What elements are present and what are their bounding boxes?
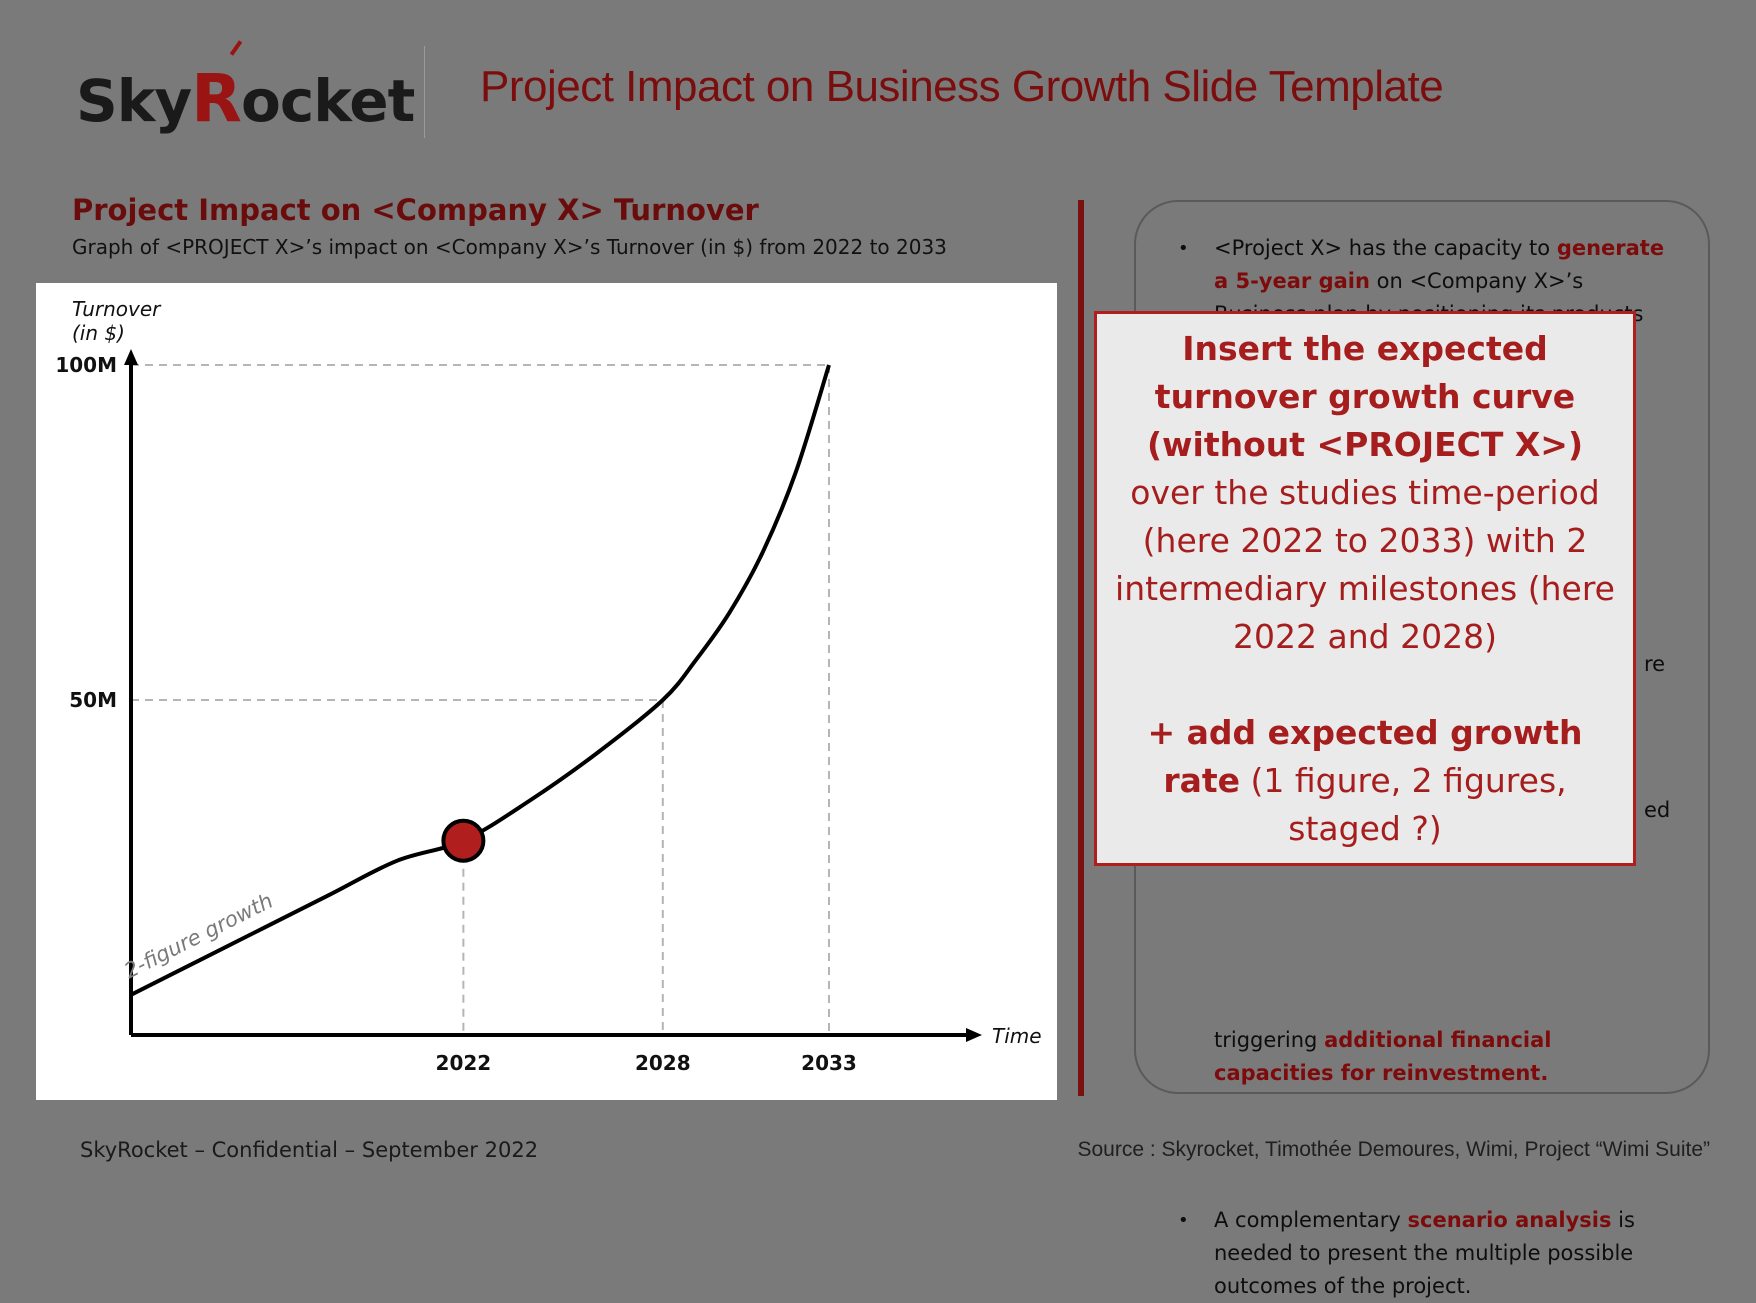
chart-panel: Turnover (in $) Time 100M 50M 2022 2028 2033… (36, 283, 1057, 1100)
x-tick-label: 2022 (436, 1051, 492, 1075)
bullet-item: • A complementary scenario analysis is n… (1178, 1208, 1635, 1298)
skyrocket-logo: SkyRocket (76, 40, 415, 142)
callout-text: over the studies time-period (here 2022 … (1115, 472, 1615, 656)
y-tick-label: 100M (55, 353, 117, 377)
milestone-marker-2022 (441, 818, 486, 863)
y-axis-label-line2: (in $) (72, 321, 125, 345)
turnover-chart: Turnover (in $) Time 100M 50M 2022 2028 2033… (55, 297, 1042, 1075)
footer-confidential: SkyRocket – Confidential – September 202… (80, 1138, 539, 1162)
slide-title: Project Impact on Business Growth Slide … (480, 62, 1444, 111)
footer-source: Source : Skyrocket, Timothée Demoures, W… (1077, 1138, 1711, 1161)
header-divider (424, 46, 425, 138)
x-axis-arrow (966, 1028, 982, 1042)
callout-bold-text: Insert the expected turnover growth curv… (1146, 328, 1584, 464)
instruction-callout: Insert the expected turnover growth curv… (1094, 311, 1636, 866)
bullet-text-fragment: ed (1644, 798, 1671, 822)
callout-text: (1 figure, 2 figures, staged ?) (1240, 760, 1567, 848)
bullet-text-fragment: re (1644, 652, 1666, 676)
x-tick-label: 2033 (801, 1051, 857, 1075)
y-tick-label: 50M (69, 688, 117, 712)
logo-accent-mark (229, 40, 243, 56)
vertical-accent-bar (1078, 200, 1084, 1096)
series-label: 2-figure growth (120, 889, 276, 984)
logo-wordmark: SkyRocket (76, 60, 415, 137)
bullet-item: triggering additional financial capaciti… (1214, 1028, 1552, 1085)
callout-bold-text: + add expected growth rate (1147, 712, 1583, 800)
x-tick-label: 2028 (635, 1051, 691, 1075)
turnover-curve (130, 364, 831, 997)
section-title: Project Impact on <Company X> Turnover (72, 193, 759, 227)
section-subtitle: Graph of <PROJECT X>’s impact on <Compan… (72, 235, 947, 259)
y-axis-arrow (124, 349, 138, 365)
y-axis-label-line1: Turnover (72, 297, 162, 321)
x-axis-label: Time (992, 1024, 1042, 1048)
